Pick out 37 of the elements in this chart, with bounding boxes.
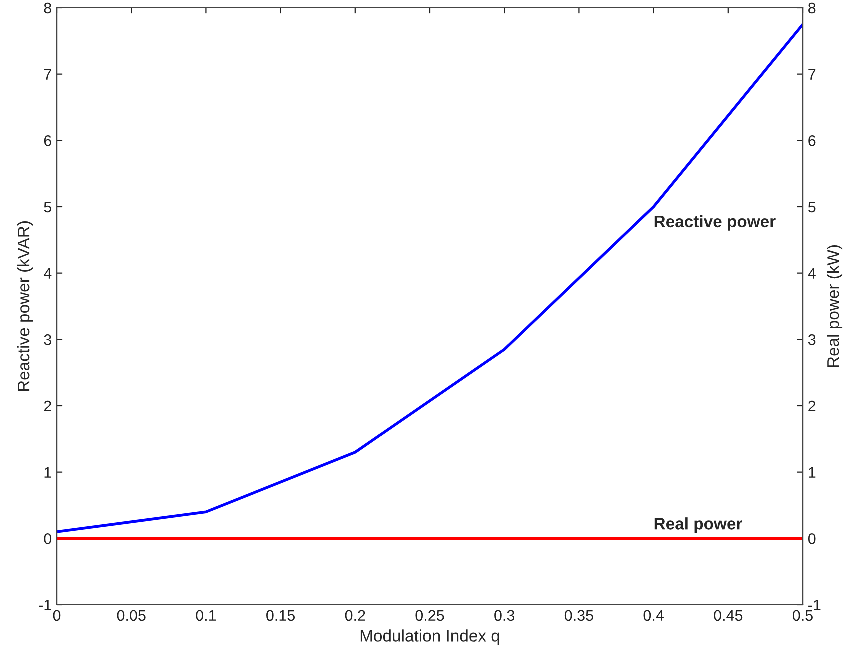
y-tick-label: 1 [44, 467, 52, 478]
y2-tick-label: 2 [808, 400, 816, 412]
x-tick-label: 0.15 [266, 610, 296, 622]
x-tick-label: 0.4 [644, 610, 664, 622]
y-tick-label: 0 [44, 534, 52, 544]
y2-tick-label: 7 [808, 69, 816, 80]
line-series [57, 23, 803, 534]
x-tick-label: 0 [53, 610, 61, 622]
x-axis-title: Modulation Index q [360, 630, 500, 646]
y-axis-title: Reactive power (kVAR) [17, 222, 33, 392]
y-tick-label: 7 [44, 69, 52, 80]
y-tick-label: 6 [44, 136, 52, 146]
x-tick-label: 0.05 [117, 610, 146, 622]
y2-tick-label: 3 [808, 334, 816, 346]
x-tick-label: 0.45 [714, 610, 743, 622]
y2-tick-label: 4 [808, 268, 816, 279]
y2-tick-label: 1 [809, 467, 816, 478]
y2-tick-label: 0 [808, 534, 816, 544]
y-tick-label: 8 [44, 2, 52, 14]
x-tick-label: 0.35 [564, 610, 594, 622]
y2-tick-label: 6 [808, 136, 816, 146]
y-tick-label: -1 [39, 600, 52, 611]
y2-tick-label: 5 [808, 202, 816, 213]
series-label: Real power [654, 518, 742, 534]
y2-tick-label: 8 [808, 2, 816, 14]
y-tick-label: 2 [44, 400, 52, 412]
y-tick-label: 5 [44, 202, 52, 213]
x-tick-label: 0.2 [345, 610, 366, 622]
y2-axis-title: Real power (kW) [827, 245, 843, 368]
x-tick-label: 0.3 [494, 610, 515, 622]
y-tick-label: 3 [44, 334, 52, 346]
y2-tick-label: -1 [808, 600, 821, 611]
x-tick-label: 0.5 [792, 610, 813, 622]
y-tick-label: 4 [44, 268, 52, 279]
x-tick-label: 0.25 [416, 610, 444, 622]
x-tick-label: 0.1 [196, 610, 216, 622]
series-label: Reactive power [654, 215, 776, 231]
